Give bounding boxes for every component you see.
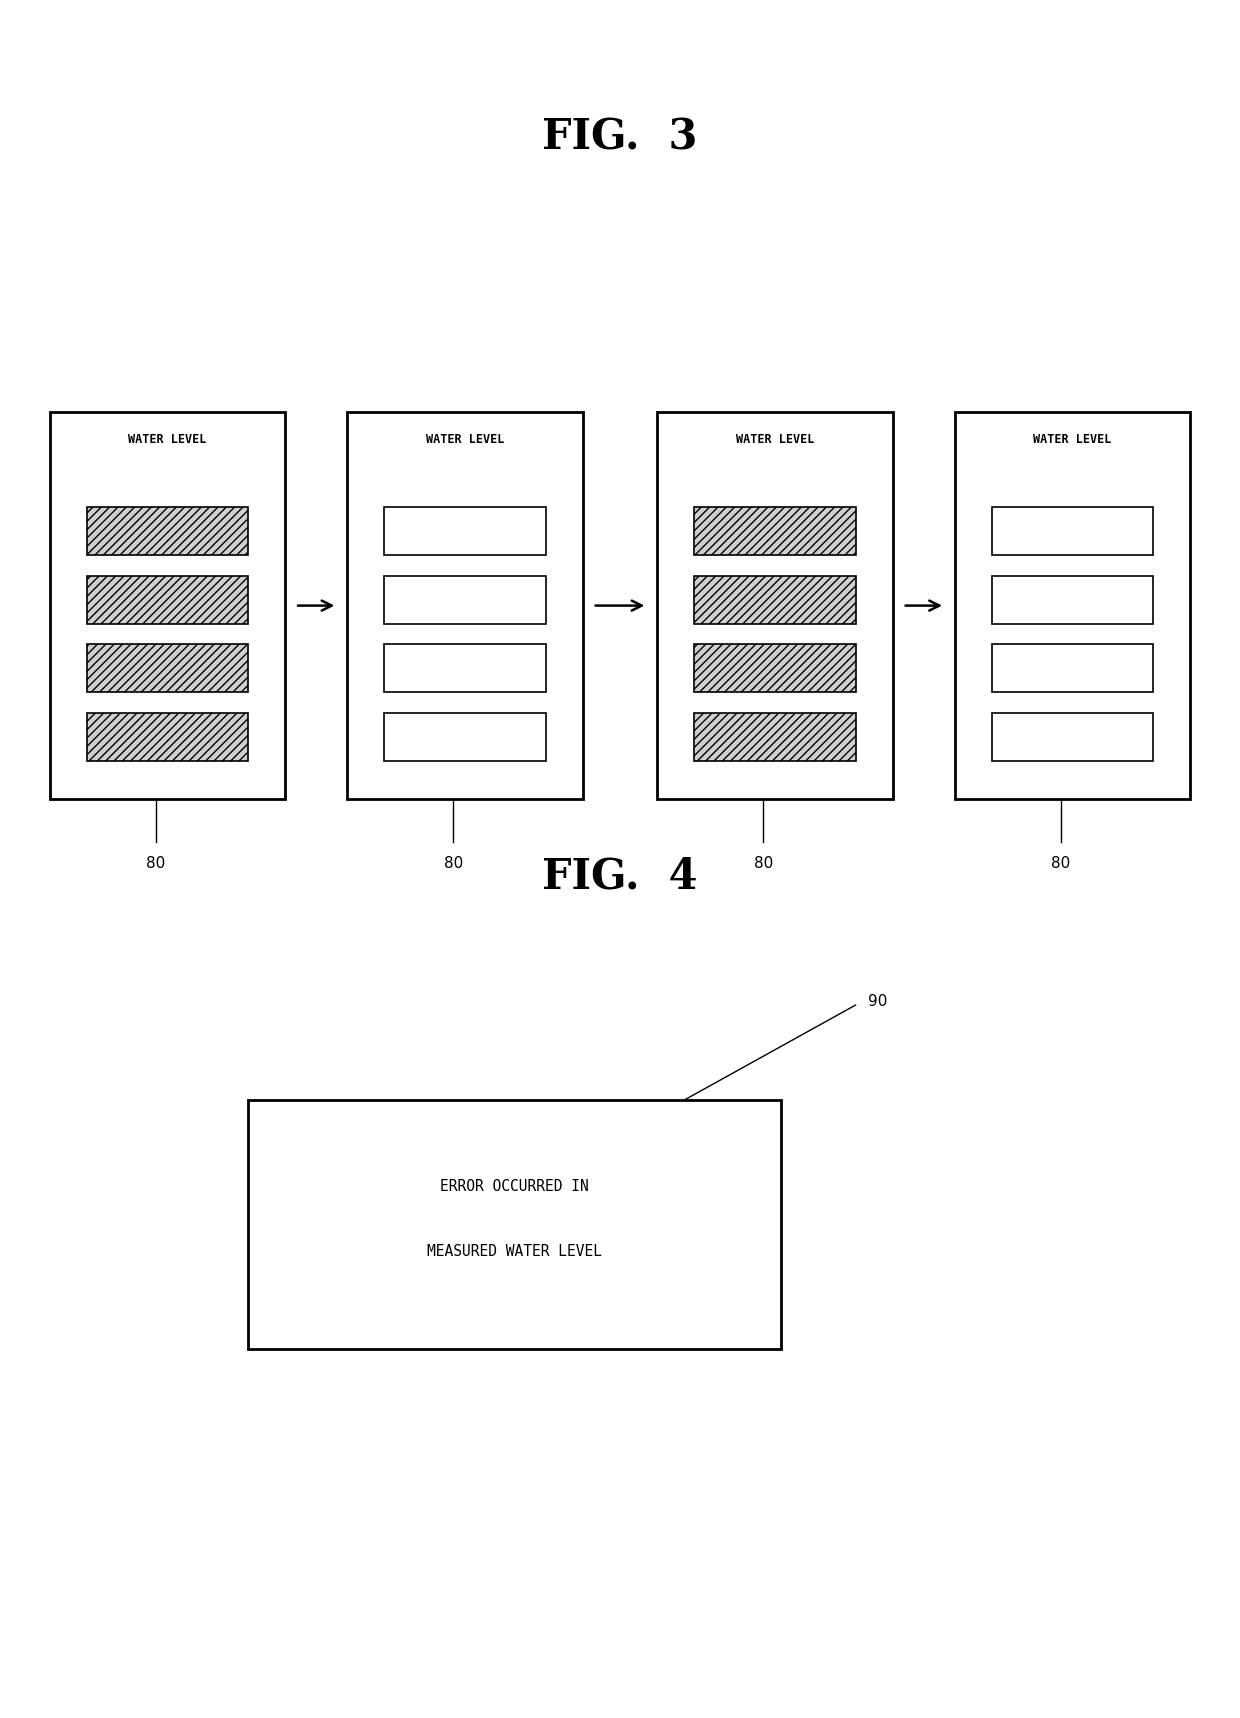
Bar bbox=[87, 644, 248, 692]
Text: WATER LEVEL: WATER LEVEL bbox=[128, 433, 207, 447]
Bar bbox=[992, 576, 1153, 624]
Bar bbox=[694, 713, 856, 761]
Bar bbox=[347, 412, 583, 799]
Text: FIG.  3: FIG. 3 bbox=[542, 117, 698, 158]
Text: MEASURED WATER LEVEL: MEASURED WATER LEVEL bbox=[427, 1244, 603, 1259]
Text: 80: 80 bbox=[754, 856, 773, 871]
Bar bbox=[992, 713, 1153, 761]
Bar bbox=[384, 507, 546, 555]
Bar bbox=[694, 644, 856, 692]
Text: WATER LEVEL: WATER LEVEL bbox=[425, 433, 505, 447]
Text: 90: 90 bbox=[868, 995, 888, 1008]
Bar bbox=[992, 644, 1153, 692]
Text: 80: 80 bbox=[1052, 856, 1070, 871]
Bar bbox=[87, 576, 248, 624]
Text: FIG.  4: FIG. 4 bbox=[542, 856, 698, 897]
Bar bbox=[992, 507, 1153, 555]
Bar bbox=[955, 412, 1190, 799]
Bar bbox=[87, 507, 248, 555]
Bar bbox=[694, 507, 856, 555]
Bar bbox=[657, 412, 893, 799]
Bar bbox=[50, 412, 285, 799]
Bar bbox=[384, 713, 546, 761]
Bar bbox=[248, 1100, 781, 1349]
Text: 80: 80 bbox=[146, 856, 165, 871]
Bar bbox=[694, 576, 856, 624]
Bar bbox=[87, 713, 248, 761]
Text: WATER LEVEL: WATER LEVEL bbox=[735, 433, 815, 447]
Text: WATER LEVEL: WATER LEVEL bbox=[1033, 433, 1112, 447]
Bar bbox=[384, 576, 546, 624]
Text: 80: 80 bbox=[444, 856, 463, 871]
Bar bbox=[384, 644, 546, 692]
Text: ERROR OCCURRED IN: ERROR OCCURRED IN bbox=[440, 1179, 589, 1194]
